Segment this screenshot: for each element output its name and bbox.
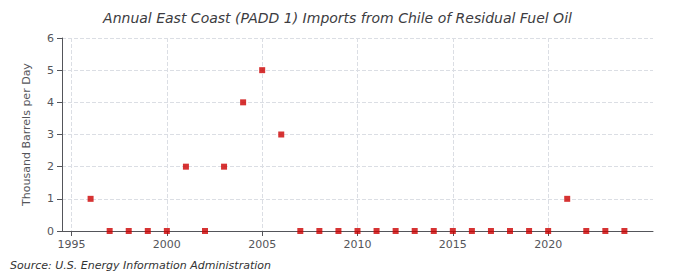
svg-text:2015: 2015 bbox=[439, 238, 467, 251]
svg-text:2005: 2005 bbox=[248, 238, 276, 251]
svg-text:2: 2 bbox=[47, 160, 54, 173]
svg-text:1: 1 bbox=[47, 192, 54, 205]
svg-text:Annual East Coast (PADD 1) Imp: Annual East Coast (PADD 1) Imports from … bbox=[102, 10, 572, 26]
svg-text:0: 0 bbox=[47, 225, 54, 238]
svg-text:Thousand Barrels per Day: Thousand Barrels per Day bbox=[20, 63, 33, 207]
svg-text:4: 4 bbox=[47, 96, 54, 109]
svg-text:6: 6 bbox=[47, 32, 54, 45]
svg-text:1995: 1995 bbox=[58, 238, 86, 251]
svg-text:Source: U.S. Energy Informatio: Source: U.S. Energy Information Administ… bbox=[10, 259, 271, 272]
svg-text:5: 5 bbox=[47, 64, 54, 77]
svg-text:2000: 2000 bbox=[153, 238, 181, 251]
svg-text:2010: 2010 bbox=[344, 238, 372, 251]
svg-text:3: 3 bbox=[47, 128, 54, 141]
svg-text:2020: 2020 bbox=[534, 238, 562, 251]
